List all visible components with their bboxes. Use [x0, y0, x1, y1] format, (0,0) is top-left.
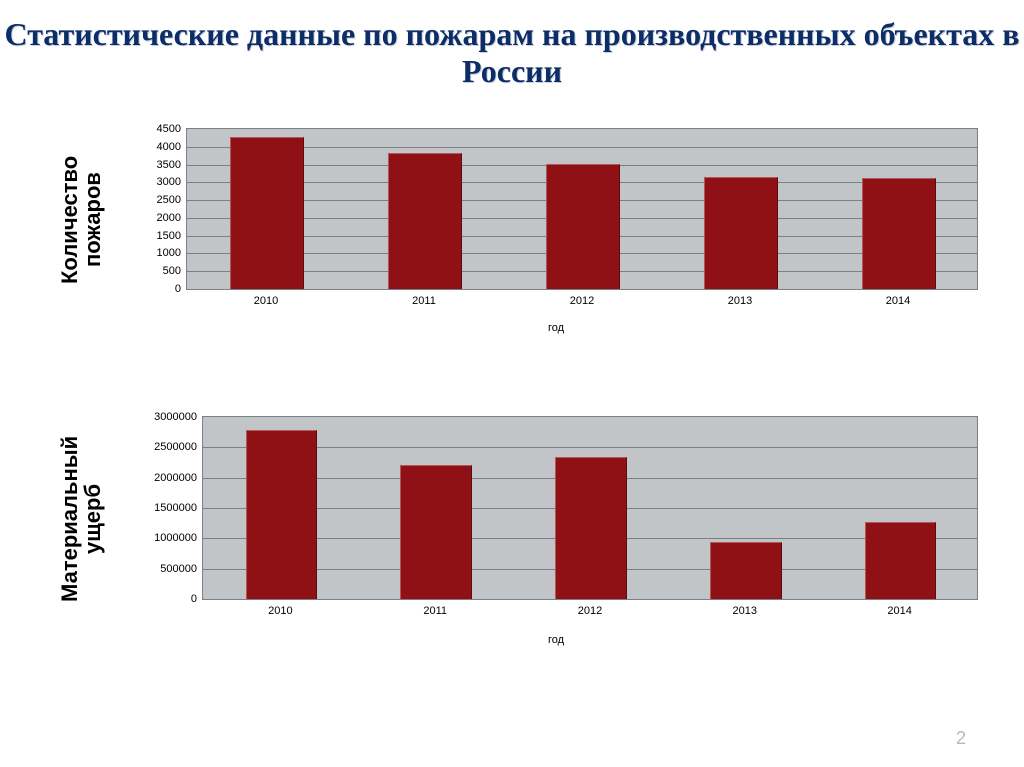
fires-count-ytick-label: 2500 [157, 194, 187, 206]
material-damage-ytick-label: 1500000 [154, 502, 203, 514]
fires-count-xtick-label: 2012 [570, 289, 594, 307]
fires-count-ytick-label: 2000 [157, 212, 187, 224]
fires-count-ylabel: Количество пожаров [36, 120, 126, 320]
material-damage-bar [400, 465, 472, 599]
fires-count-ytick-label: 0 [175, 283, 187, 295]
fires-count-bar [546, 164, 619, 289]
material-damage-xlabel: год [126, 634, 986, 646]
fires-count-bar [388, 153, 461, 289]
fires-count-xtick-label: 2013 [728, 289, 752, 307]
material-damage-xtick-label: 2010 [268, 599, 292, 617]
material-damage-bar [710, 542, 782, 599]
material-damage-ytick-label: 3000000 [154, 411, 203, 423]
material-damage-ytick-label: 1000000 [154, 532, 203, 544]
fires-count-chart-area: 0 500 1000 1500 2000 2500 3000 3500 4000 4500 2010… [126, 120, 986, 355]
fires-count-bar [862, 178, 935, 289]
material-damage-ytick-label: 500000 [160, 563, 203, 575]
material-damage-ytick-label: 2500000 [154, 441, 203, 453]
fires-count-gridline [187, 147, 977, 148]
material-damage-gridline [203, 417, 977, 418]
fires-count-ytick-label: 4000 [157, 141, 187, 153]
fires-count-ytick-label: 4500 [157, 123, 187, 135]
material-damage-xtick-label: 2013 [733, 599, 757, 617]
fires-count-chart-block: Количество пожаров 0 500 1000 1500 2000 2500 3… [36, 120, 986, 355]
material-damage-plot: 0500000100000015000002000000250000030000… [202, 416, 978, 600]
material-damage-ytick-label: 2000000 [154, 472, 203, 484]
material-damage-bar [865, 522, 937, 599]
fires-count-gridline [187, 129, 977, 130]
fires-count-ytick-label: 3000 [157, 176, 187, 188]
material-damage-ytick-label: 0 [191, 593, 203, 605]
material-damage-xtick-label: 2011 [423, 599, 447, 617]
fires-count-xtick-label: 2014 [886, 289, 910, 307]
material-damage-gridline [203, 447, 977, 448]
material-damage-bar [246, 430, 318, 599]
fires-count-ytick-label: 3500 [157, 159, 187, 171]
fires-count-ytick-label: 1500 [157, 230, 187, 242]
page-number: 2 [956, 728, 966, 749]
material-damage-xtick-label: 2014 [887, 599, 911, 617]
fires-count-ytick-label: 1000 [157, 247, 187, 259]
material-damage-bar [555, 457, 627, 599]
page: { "page": { "width": 1024, "height": 767… [0, 0, 1024, 767]
fires-count-xtick-label: 2011 [412, 289, 436, 307]
material-damage-ylabel: Материальный ущерб [36, 408, 126, 630]
fires-count-xtick-label: 2010 [254, 289, 278, 307]
fires-count-ytick-label: 500 [163, 265, 187, 277]
material-damage-chart-area: 0 500000 1000000 1500000 2000000 2500000 30000… [126, 408, 986, 663]
fires-count-xlabel: год [126, 322, 986, 334]
material-damage-xtick-label: 2012 [578, 599, 602, 617]
fires-count-bar [230, 137, 303, 289]
fires-count-plot: 0500100015002000250030003500400045002010… [186, 128, 978, 290]
material-damage-chart-block: Материальный ущерб 0 500000 1000000 1500000… [36, 408, 986, 663]
fires-count-bar [704, 177, 777, 289]
page-title: Статистические данные по пожарам на прои… [0, 0, 1024, 90]
